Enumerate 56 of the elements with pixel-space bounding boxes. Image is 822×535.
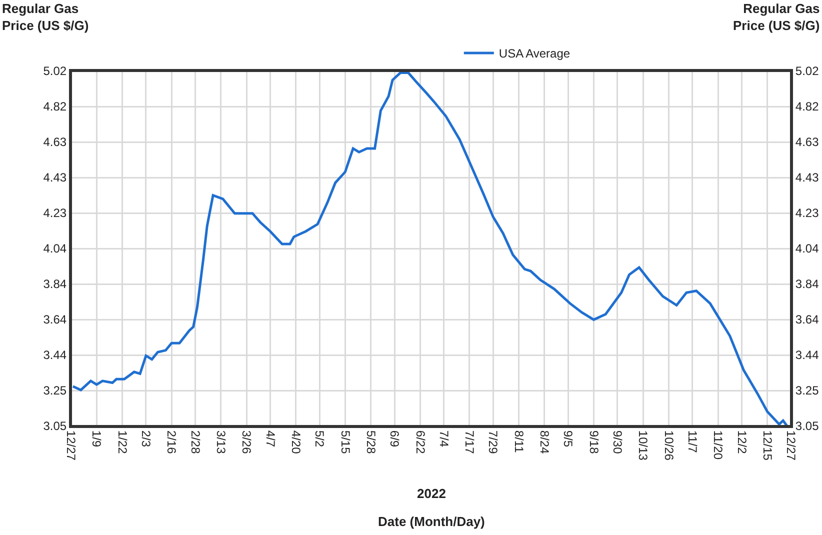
x-tick-label: 12/15 [760,430,774,461]
text: 2022 [417,486,446,501]
y-tick-label: 3.84 [43,277,67,292]
x-tick-label: 8/24 [538,430,552,454]
x-tick-label: 11/20 [711,430,726,460]
y2-tick-label: 3.64 [795,312,820,327]
x-tick-label: 9/18 [586,430,601,454]
y-tick-label: 3.25 [43,384,67,398]
x-tick-label: 1/22 [115,430,130,454]
x-tick-label: 4/20 [288,430,303,454]
y-tick-label: 3.64 [43,312,67,327]
y-tick-label: 4.23 [43,206,67,220]
x-tick-label: 7/29 [486,430,500,454]
x-tick-label: 5/28 [364,430,378,454]
y-tick-label: 4.82 [43,100,67,114]
x-tick-label: 10/13 [636,430,650,461]
x-tick-label: 7/4 [436,430,451,448]
y-axis-title: Regular Gas Price (US $/G) [2,1,89,33]
x-tick-label: 4/7 [263,430,278,448]
y-tick-label: 4.63 [43,135,67,150]
x-tick-label: 10/26 [662,430,676,461]
x-tick-label: 2/16 [164,430,179,454]
y-tick-label: 3.05 [43,419,67,434]
x-tick-label: 9/5 [561,430,576,448]
x-tick-label: 12/2 [734,430,749,454]
legend-label: USA Average [498,46,570,61]
x-tick-label: 8/11 [512,430,526,454]
y2-axis-title: Regular Gas Price (US $/G) [733,1,820,33]
y-tick-label: 4.43 [43,170,67,185]
x-tick-label: 6/22 [413,430,428,454]
x-axis-title: Date (Month/Day) [378,514,485,529]
x-tick-label: 2/28 [188,430,202,454]
y2-tick-label: 4.43 [795,170,820,185]
x-tick-label: 3/13 [214,430,228,454]
x-tick-label: 5/15 [338,430,352,454]
x-tick-label: 6/9 [388,430,402,448]
y2-tick-label: 4.82 [795,100,820,114]
y2-tick-label: 3.84 [795,277,820,292]
y2-tick-label: 3.44 [795,348,820,362]
x-tick-label: 2/3 [139,430,154,448]
y2-tick-label: 4.04 [795,242,820,256]
y-tick-label: 4.04 [43,242,67,256]
y2-tick-label: 3.25 [795,384,820,398]
y2-tick-label: 4.23 [795,206,820,220]
x-tick-label: 5/2 [312,430,327,448]
line-series [72,72,788,426]
x-tick-label: 7/17 [462,430,477,454]
x-tick-label: 1/9 [90,430,104,448]
y2-tick-label: 4.63 [795,135,820,150]
y2-tick-label: 5.02 [795,64,820,78]
x-tick-label: 3/26 [240,430,254,454]
y-tick-label: 5.02 [43,64,67,78]
y-tick-label: 3.44 [43,348,67,362]
x-tick-label: 11/7 [685,430,700,454]
x-tick-label: 12/27 [64,430,78,461]
x-tick-label: 9/30 [610,430,625,454]
